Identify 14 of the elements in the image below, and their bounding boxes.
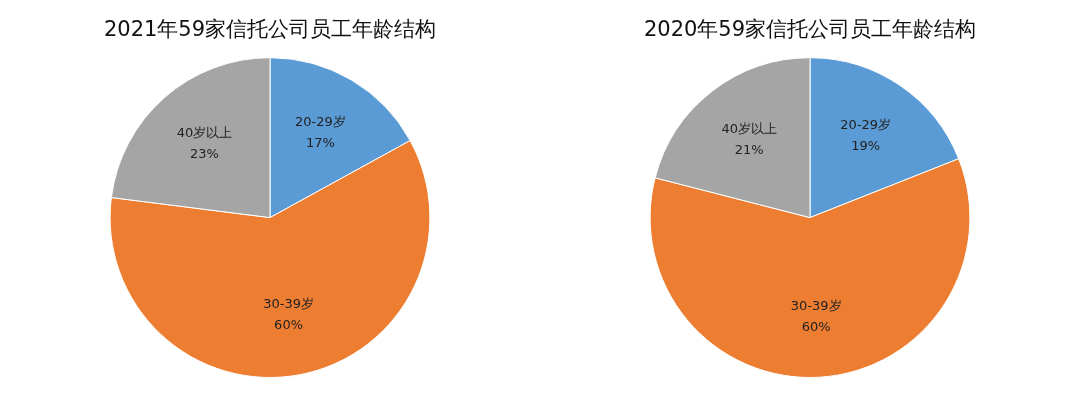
data-label: 23% (189, 145, 219, 161)
data-label: 60% (801, 318, 831, 334)
chart-title: 2020年59家信托公司员工年龄结构 (643, 17, 977, 42)
slice-label: 30-39岁 (790, 297, 842, 313)
slice-label: 20-29岁 (840, 116, 892, 132)
data-label: 21% (734, 141, 764, 157)
data-label: 60% (274, 317, 304, 333)
slice-label: 30-39岁 (263, 296, 314, 312)
slice-label: 40岁以上 (176, 124, 233, 140)
data-label: 19% (851, 137, 881, 153)
slice-label: 40岁以上 (721, 120, 778, 136)
slice-label: 20-29岁 (295, 113, 346, 129)
chart-title: 2021年59家信托公司员工年龄结构 (103, 17, 437, 42)
data-label: 17% (306, 134, 335, 150)
